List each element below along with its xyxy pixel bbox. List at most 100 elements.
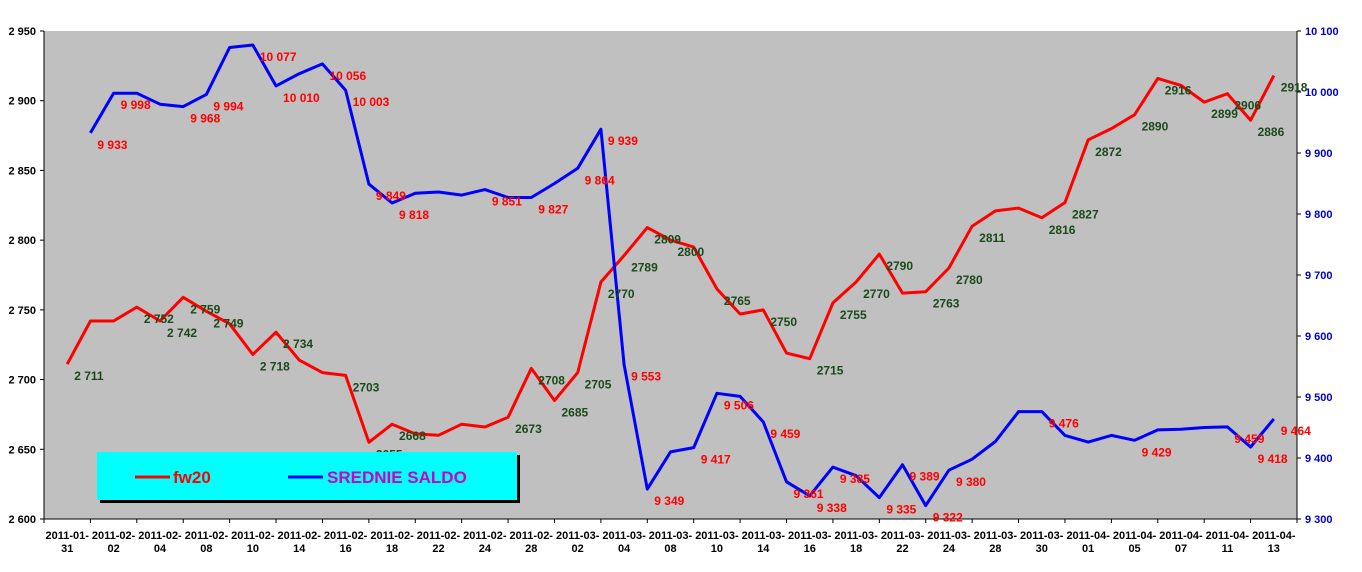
- data-label: 2673: [515, 422, 542, 436]
- data-label: 9 385: [840, 472, 870, 486]
- x-tick-label: 2011-03-16: [788, 530, 832, 555]
- data-label: 2 718: [260, 359, 290, 373]
- legend-label-srednie-saldo: SREDNIE SALDO: [327, 468, 467, 487]
- data-label: 2 734: [283, 337, 313, 351]
- x-tick-label: 2011-03-04: [602, 530, 646, 555]
- data-label: 9 429: [1142, 445, 1172, 459]
- x-tick-label: 2011-02-10: [231, 530, 275, 555]
- data-label: 9 417: [701, 453, 731, 467]
- data-label: 2811: [979, 231, 1005, 245]
- data-label: 2789: [631, 260, 658, 274]
- x-tick-label: 2011-04-07: [1159, 530, 1203, 555]
- data-label: 10 003: [353, 95, 390, 109]
- data-label: 2703: [353, 380, 380, 394]
- right-tick-label: 9 700: [1305, 270, 1333, 282]
- x-tick-label: 2011-02-14: [278, 530, 322, 555]
- data-label: 2765: [724, 294, 751, 308]
- right-tick-label: 10 100: [1305, 26, 1339, 38]
- series-line-srednie-saldo: [89, 43, 1275, 508]
- x-tick-label: 2011-02-22: [417, 530, 461, 555]
- data-label: 9 553: [631, 370, 661, 384]
- data-label: 9 322: [933, 511, 963, 525]
- data-label: 2715: [817, 364, 844, 378]
- x-tick-label: 2011-03-14: [742, 530, 786, 555]
- data-label: 9 864: [585, 173, 615, 187]
- data-label: 10 010: [283, 91, 320, 105]
- data-label: 9 464: [1281, 424, 1311, 438]
- right-tick-label: 9 300: [1305, 514, 1333, 526]
- data-label: 2 742: [167, 326, 197, 340]
- data-label: 2750: [770, 315, 797, 329]
- legend: fw20 SREDNIE SALDO: [97, 452, 520, 503]
- data-label: 9 459: [770, 427, 800, 441]
- x-tick-label: 2011-03-18: [834, 530, 878, 555]
- series-layer: [65, 43, 1276, 508]
- x-tick-label: 2011-01-31: [45, 530, 89, 555]
- x-tick-label: 2011-03-02: [556, 530, 600, 555]
- data-label: 2899: [1211, 107, 1238, 121]
- legend-label-fw20: fw20: [173, 468, 211, 487]
- data-label: 2816: [1049, 223, 1076, 237]
- data-label: 2 752: [144, 312, 174, 326]
- data-label: 9 818: [399, 208, 429, 222]
- right-tick-label: 9 500: [1305, 392, 1333, 404]
- data-label: 2809: [654, 233, 681, 247]
- data-label: 9 349: [654, 494, 684, 508]
- right-tick-label: 10 000: [1305, 87, 1339, 99]
- right-tick-label: 9 400: [1305, 453, 1333, 465]
- left-tick-label: 2 650: [8, 444, 36, 456]
- x-tick-label: 2011-03-28: [974, 530, 1018, 555]
- right-tick-label: 9 800: [1305, 209, 1333, 221]
- x-tick-label: 2011-03-24: [927, 530, 971, 555]
- data-label: 9 361: [794, 487, 824, 501]
- x-tick-label: 2011-04-13: [1252, 530, 1296, 555]
- data-label: 10 077: [260, 50, 297, 64]
- data-label: 2 749: [213, 316, 243, 330]
- data-label: 9 459: [1234, 432, 1264, 446]
- series-line-fw20: [65, 74, 1276, 444]
- data-label: 2890: [1142, 120, 1169, 134]
- left-tick-label: 2 950: [8, 26, 36, 38]
- data-label: 9 851: [492, 195, 522, 209]
- x-tick-label: 2011-03-10: [695, 530, 739, 555]
- data-label: 2872: [1095, 145, 1122, 159]
- left-tick-label: 2 700: [8, 375, 36, 387]
- data-label: 9 418: [1258, 452, 1288, 466]
- data-label: 10 056: [329, 69, 366, 83]
- data-label: 2705: [585, 378, 612, 392]
- plot-area: [44, 31, 1297, 519]
- data-label: 9 338: [817, 501, 847, 515]
- data-label: 2800: [678, 245, 705, 259]
- data-label: 9 335: [886, 503, 916, 517]
- data-label: 9 998: [121, 98, 151, 112]
- data-label: 9 380: [956, 475, 986, 489]
- data-label: 9 476: [1049, 417, 1079, 431]
- data-label: 9 933: [97, 138, 127, 152]
- x-axis: 2011-01-312011-02-022011-02-042011-02-08…: [43, 518, 1298, 555]
- data-label: 2685: [561, 405, 588, 419]
- right-tick-label: 9 900: [1305, 148, 1333, 160]
- x-tick-label: 2011-03-08: [649, 530, 693, 555]
- left-tick-label: 2 800: [8, 235, 36, 247]
- x-tick-label: 2011-02-18: [370, 530, 414, 555]
- data-label: 9 506: [724, 398, 754, 412]
- data-label: 9 849: [376, 189, 406, 203]
- data-label: 2918: [1281, 81, 1308, 95]
- x-tick-label: 2011-02-02: [92, 530, 136, 555]
- left-tick-label: 2 850: [8, 165, 36, 177]
- left-y-axis: 2 600 2 650 2 700 2 750 2 800 2 850 2 900 2 950: [8, 26, 45, 526]
- left-tick-label: 2 600: [8, 514, 36, 526]
- x-tick-label: 2011-04-01: [1066, 530, 1110, 555]
- data-label: 2790: [886, 259, 913, 273]
- left-tick-label: 2 750: [8, 305, 36, 317]
- x-tick-label: 2011-02-08: [185, 530, 229, 555]
- data-label: 2780: [956, 273, 983, 287]
- x-tick-label: 2011-04-11: [1206, 530, 1250, 555]
- data-label: 2708: [538, 373, 565, 387]
- data-label: 2827: [1072, 207, 1099, 221]
- left-tick-label: 2 900: [8, 96, 36, 108]
- data-label: 2755: [840, 308, 867, 322]
- x-tick-label: 2011-03-30: [1020, 530, 1064, 555]
